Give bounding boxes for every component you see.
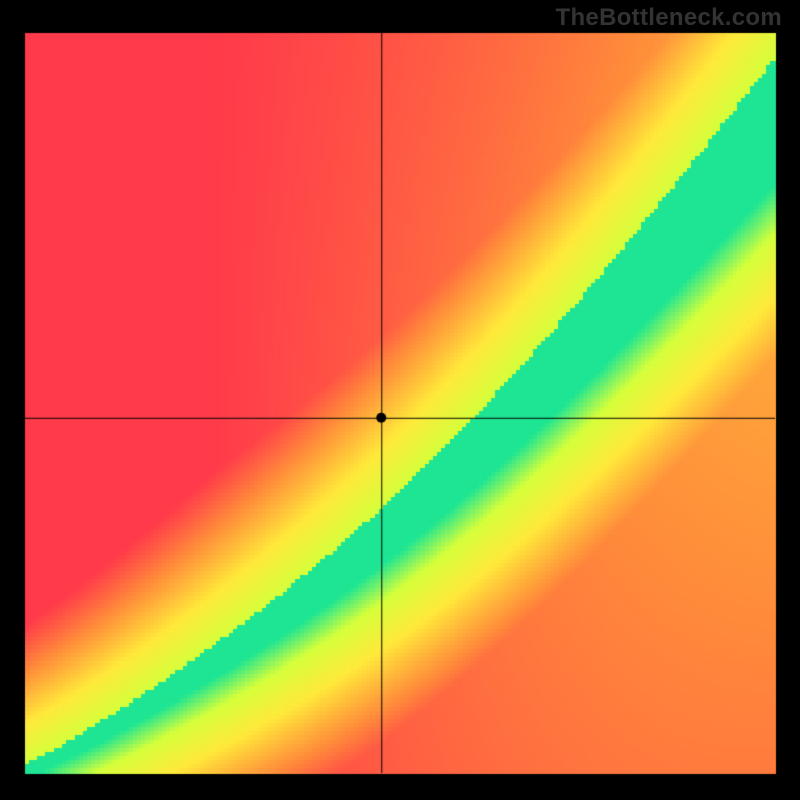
watermark-text: TheBottleneck.com [556, 4, 782, 32]
heatmap-plot [0, 0, 800, 800]
chart-container: TheBottleneck.com [0, 0, 800, 800]
